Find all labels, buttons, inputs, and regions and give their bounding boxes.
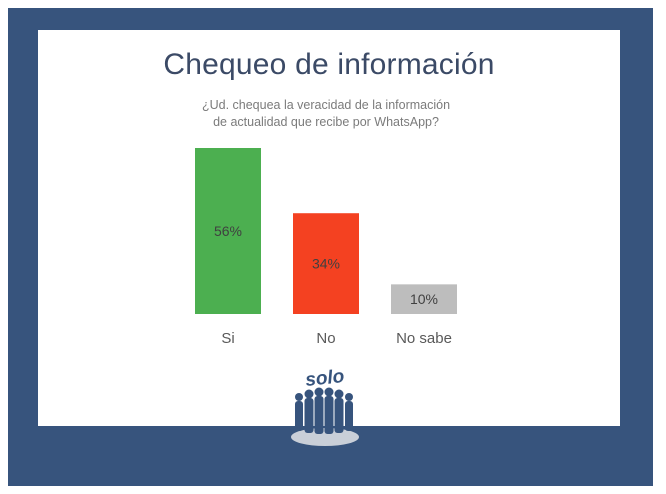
logo-text: solo — [304, 366, 345, 391]
chart-question: ¿Ud. chequea la veracidad de la informac… — [201, 98, 451, 129]
data-label-0: 56% — [214, 223, 242, 239]
bar-0 — [195, 148, 261, 314]
data-label-1: 34% — [312, 256, 340, 272]
category-label-1: No — [316, 330, 335, 347]
solo-logo: solo — [291, 366, 359, 446]
category-label-0: Si — [221, 330, 234, 347]
slide-title: Chequeo de información — [163, 48, 495, 81]
bar-2 — [391, 284, 457, 314]
category-label-2: No sabe — [396, 330, 452, 347]
data-label-2: 10% — [410, 291, 438, 307]
bar-1 — [293, 213, 359, 314]
